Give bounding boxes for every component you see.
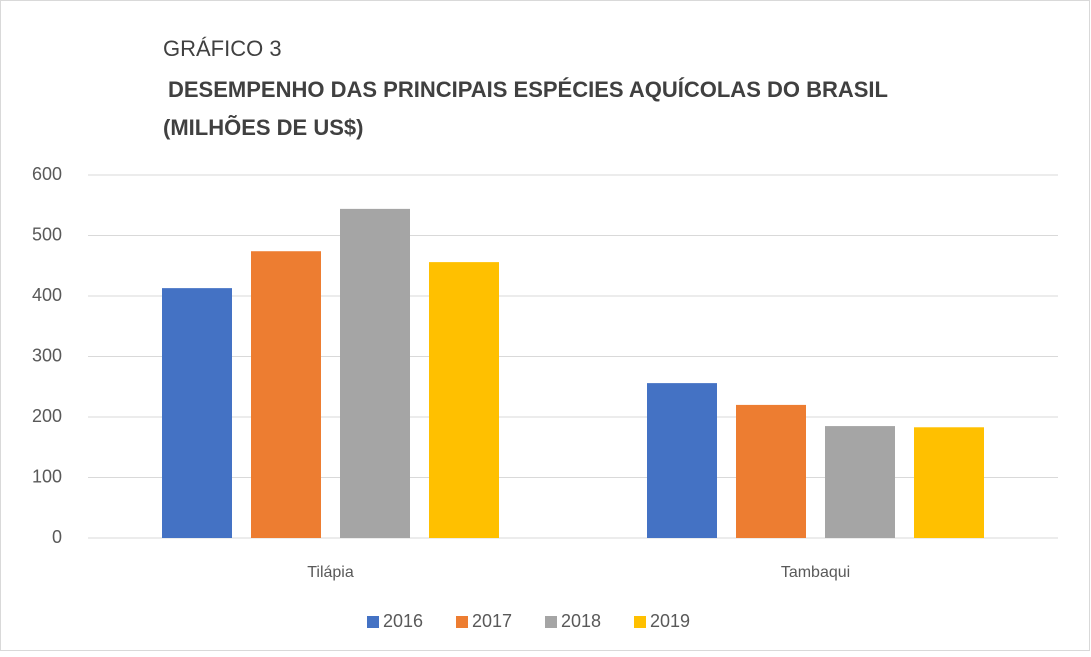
chart-title: GRÁFICO 3 — [163, 36, 282, 61]
y-tick-label: 200 — [32, 406, 62, 426]
legend-label: 2016 — [383, 611, 423, 631]
y-tick-label: 500 — [32, 224, 62, 244]
x-tick-label: Tilápia — [307, 564, 354, 581]
bar — [736, 404, 806, 538]
y-tick-label: 400 — [32, 285, 62, 305]
bar — [251, 251, 321, 539]
legend-label: 2018 — [561, 611, 601, 631]
bar — [340, 208, 410, 538]
bar — [429, 262, 499, 538]
bar — [914, 427, 984, 538]
bar — [825, 426, 895, 538]
legend-label: 2017 — [472, 611, 512, 631]
chart-subtitle: DESEMPENHO DAS PRINCIPAIS ESPÉCIES AQUÍC… — [168, 77, 888, 102]
y-tick-label: 0 — [52, 527, 62, 547]
x-tick-label: Tambaqui — [781, 564, 850, 581]
legend-swatch — [634, 616, 646, 628]
y-tick-label: 300 — [32, 345, 62, 365]
y-tick-label: 100 — [32, 466, 62, 486]
bar — [162, 288, 232, 538]
y-tick-label: 600 — [32, 164, 62, 184]
legend-label: 2019 — [650, 611, 690, 631]
legend-swatch — [367, 616, 379, 628]
bar — [647, 383, 717, 538]
chart-subtitle: (MILHÕES DE US$) — [163, 115, 363, 140]
legend-swatch — [545, 616, 557, 628]
legend-swatch — [456, 616, 468, 628]
